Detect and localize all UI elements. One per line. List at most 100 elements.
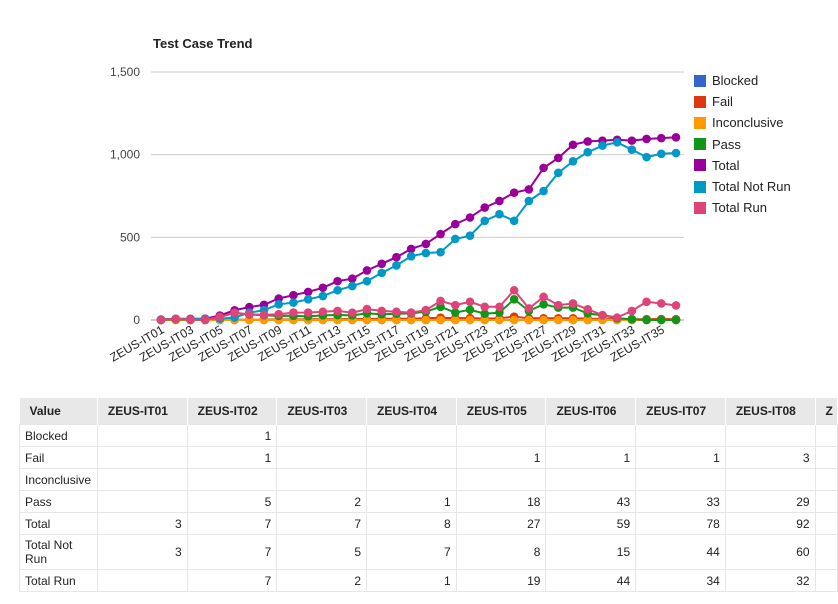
- data-point[interactable]: [436, 229, 445, 239]
- data-point[interactable]: [406, 315, 416, 325]
- data-point[interactable]: [392, 261, 401, 270]
- data-point[interactable]: [303, 295, 313, 304]
- data-point[interactable]: [539, 299, 548, 309]
- data-point[interactable]: [568, 299, 578, 308]
- data-point[interactable]: [509, 295, 519, 304]
- data-point[interactable]: [480, 216, 490, 226]
- data-point[interactable]: [200, 315, 210, 325]
- data-point[interactable]: [627, 306, 637, 316]
- data-point[interactable]: [627, 136, 637, 145]
- data-point[interactable]: [612, 313, 622, 322]
- data-point[interactable]: [421, 239, 431, 249]
- data-point[interactable]: [480, 302, 490, 312]
- data-point[interactable]: [671, 133, 681, 142]
- data-point[interactable]: [392, 307, 401, 317]
- table-column-header[interactable]: ZEUS-IT03: [276, 398, 368, 425]
- data-point[interactable]: [318, 307, 328, 317]
- data-point[interactable]: [553, 168, 563, 178]
- data-point[interactable]: [436, 315, 445, 325]
- table-column-header[interactable]: Value: [19, 398, 98, 425]
- data-point[interactable]: [539, 315, 548, 325]
- table-column-header[interactable]: ZEUS-IT06: [545, 398, 637, 425]
- data-point[interactable]: [656, 299, 666, 308]
- data-point[interactable]: [450, 234, 460, 244]
- data-point[interactable]: [524, 315, 534, 325]
- data-point[interactable]: [495, 209, 504, 219]
- data-point[interactable]: [553, 315, 563, 325]
- data-point[interactable]: [421, 315, 431, 325]
- table-column-header[interactable]: ZEUS-IT04: [366, 398, 457, 425]
- data-point[interactable]: [362, 304, 372, 314]
- data-point[interactable]: [230, 308, 239, 318]
- legend-item[interactable]: Inconclusive: [694, 112, 791, 133]
- data-point[interactable]: [171, 314, 181, 324]
- data-point[interactable]: [289, 308, 298, 317]
- data-point[interactable]: [465, 305, 475, 315]
- data-point[interactable]: [392, 315, 401, 325]
- table-column-header[interactable]: ZEUS-IT05: [456, 398, 547, 425]
- data-point[interactable]: [347, 281, 357, 291]
- data-point[interactable]: [598, 310, 607, 320]
- data-point[interactable]: [598, 141, 607, 150]
- data-point[interactable]: [333, 306, 342, 316]
- data-point[interactable]: [465, 315, 475, 325]
- data-point[interactable]: [274, 309, 284, 319]
- data-point[interactable]: [303, 308, 313, 317]
- legend-item[interactable]: Pass: [694, 134, 791, 155]
- data-point[interactable]: [495, 302, 504, 312]
- data-point[interactable]: [465, 213, 475, 222]
- data-point[interactable]: [656, 133, 666, 143]
- data-point[interactable]: [406, 308, 416, 317]
- data-point[interactable]: [347, 274, 357, 283]
- legend-item[interactable]: Total: [694, 155, 791, 176]
- data-point[interactable]: [656, 149, 666, 159]
- data-point[interactable]: [289, 298, 298, 307]
- data-point[interactable]: [553, 300, 563, 310]
- data-point[interactable]: [156, 315, 166, 325]
- data-point[interactable]: [553, 153, 563, 163]
- data-point[interactable]: [436, 247, 445, 257]
- data-point[interactable]: [671, 315, 681, 325]
- data-point[interactable]: [495, 196, 504, 206]
- data-point[interactable]: [539, 163, 548, 173]
- legend-item[interactable]: Total Not Run: [694, 176, 791, 197]
- data-point[interactable]: [421, 305, 431, 315]
- data-point[interactable]: [259, 310, 269, 320]
- data-point[interactable]: [509, 285, 519, 295]
- legend-item[interactable]: Total Run: [694, 197, 791, 218]
- data-point[interactable]: [671, 301, 681, 310]
- data-point[interactable]: [524, 304, 534, 313]
- data-point[interactable]: [583, 137, 593, 146]
- data-point[interactable]: [450, 315, 460, 325]
- data-point[interactable]: [509, 216, 519, 226]
- data-point[interactable]: [244, 310, 254, 319]
- table-column-header[interactable]: ZEUS-IT08: [725, 398, 816, 425]
- data-point[interactable]: [509, 315, 519, 325]
- data-point[interactable]: [436, 296, 445, 306]
- data-point[interactable]: [495, 315, 504, 325]
- data-point[interactable]: [524, 196, 534, 206]
- data-point[interactable]: [627, 314, 637, 324]
- data-point[interactable]: [186, 315, 195, 324]
- table-column-header[interactable]: Z: [815, 398, 838, 425]
- data-point[interactable]: [377, 259, 387, 269]
- data-point[interactable]: [509, 188, 519, 197]
- legend-item[interactable]: Blocked: [694, 70, 791, 91]
- data-point[interactable]: [450, 300, 460, 310]
- data-point[interactable]: [215, 312, 225, 322]
- data-point[interactable]: [524, 185, 534, 194]
- table-column-header[interactable]: ZEUS-IT01: [97, 398, 188, 425]
- data-point[interactable]: [450, 219, 460, 229]
- data-point[interactable]: [274, 299, 284, 309]
- data-point[interactable]: [318, 283, 328, 293]
- data-point[interactable]: [480, 203, 490, 212]
- data-point[interactable]: [347, 308, 357, 318]
- data-point[interactable]: [333, 276, 342, 286]
- table-column-header[interactable]: ZEUS-IT07: [635, 398, 726, 425]
- data-point[interactable]: [289, 290, 298, 300]
- data-point[interactable]: [583, 147, 593, 157]
- data-point[interactable]: [406, 244, 416, 254]
- data-point[interactable]: [539, 186, 548, 196]
- data-point[interactable]: [539, 292, 548, 302]
- data-point[interactable]: [465, 231, 475, 240]
